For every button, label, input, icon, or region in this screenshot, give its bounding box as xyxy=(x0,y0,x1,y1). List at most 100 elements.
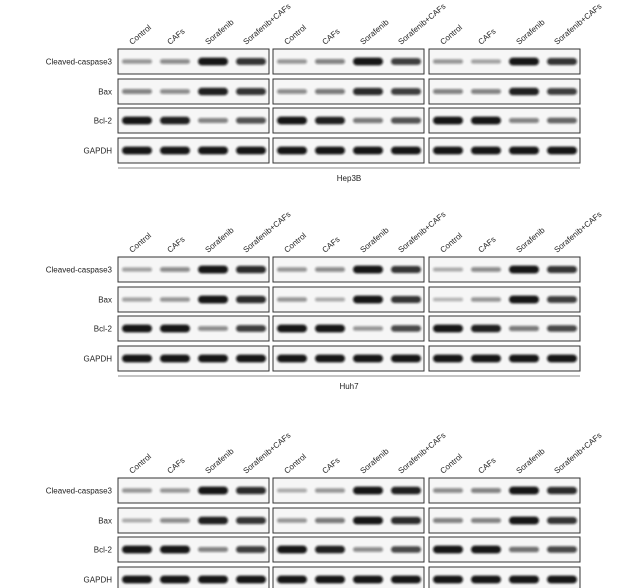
protein-label: GAPDH xyxy=(84,355,113,364)
band xyxy=(160,59,190,64)
band xyxy=(433,116,463,125)
band xyxy=(315,517,345,524)
band xyxy=(353,117,383,124)
band xyxy=(471,354,501,363)
lane-label: Sorafenib xyxy=(515,17,547,46)
band xyxy=(198,118,228,123)
band xyxy=(315,146,345,155)
band xyxy=(509,325,539,332)
band xyxy=(236,354,266,363)
band xyxy=(277,89,307,94)
band xyxy=(509,118,539,123)
lane-label: Sorafenib xyxy=(204,446,236,475)
band xyxy=(509,87,539,96)
band xyxy=(391,58,421,65)
band xyxy=(277,59,307,64)
band xyxy=(236,325,266,332)
protein-label: Bax xyxy=(98,88,112,97)
band xyxy=(547,354,577,363)
band xyxy=(433,488,463,493)
band xyxy=(509,146,539,155)
band xyxy=(122,518,152,523)
band xyxy=(509,265,539,274)
band xyxy=(353,516,383,525)
lane-label: Control xyxy=(439,452,465,476)
band xyxy=(391,266,421,273)
band xyxy=(122,89,152,94)
lane-label: Control xyxy=(283,452,309,476)
band xyxy=(391,354,421,363)
band xyxy=(277,116,307,125)
band xyxy=(433,297,463,302)
band xyxy=(198,326,228,331)
band xyxy=(547,88,577,95)
band xyxy=(277,575,307,584)
band xyxy=(433,354,463,363)
lane-label: CAFs xyxy=(321,235,342,255)
band xyxy=(547,546,577,553)
lane-label: Control xyxy=(128,231,154,255)
lane-label: CAFs xyxy=(477,456,498,476)
band xyxy=(236,88,266,95)
cell-line-label: Hep3B xyxy=(337,174,361,183)
band xyxy=(315,297,345,302)
lane-label: Sorafenib xyxy=(204,225,236,254)
lane-label: Sorafenib+CAFs xyxy=(553,431,604,476)
band xyxy=(122,297,152,302)
band xyxy=(198,486,228,495)
band xyxy=(547,117,577,124)
band xyxy=(509,354,539,363)
band xyxy=(391,575,421,584)
lane-label: CAFs xyxy=(477,27,498,47)
band xyxy=(236,486,266,495)
band xyxy=(236,146,266,155)
band xyxy=(471,324,501,333)
lane-label: CAFs xyxy=(166,456,187,476)
band xyxy=(122,354,152,363)
band xyxy=(547,325,577,332)
band xyxy=(471,267,501,272)
band xyxy=(353,146,383,155)
blot-strip xyxy=(117,566,270,588)
protein-label: GAPDH xyxy=(84,576,113,585)
band xyxy=(353,575,383,584)
band xyxy=(122,545,152,554)
lane-label: CAFs xyxy=(166,27,187,47)
lane-label: Sorafenib xyxy=(204,17,236,46)
band xyxy=(509,575,539,584)
band xyxy=(198,516,228,525)
band xyxy=(236,295,266,304)
lane-label: CAFs xyxy=(321,27,342,47)
band xyxy=(391,88,421,95)
lane-label: Control xyxy=(283,231,309,255)
band xyxy=(471,518,501,523)
band xyxy=(198,87,228,96)
band xyxy=(122,575,152,584)
band xyxy=(315,267,345,272)
band xyxy=(198,295,228,304)
band xyxy=(433,575,463,584)
band xyxy=(471,59,501,64)
band xyxy=(236,58,266,65)
band xyxy=(509,57,539,66)
blot-strip xyxy=(272,566,425,588)
band xyxy=(277,324,307,333)
band xyxy=(471,488,501,493)
band xyxy=(315,545,345,554)
band xyxy=(160,354,190,363)
band xyxy=(547,517,577,524)
blot-strip xyxy=(428,566,581,588)
band xyxy=(433,59,463,64)
band xyxy=(471,116,501,125)
lane-label: Control xyxy=(128,23,154,47)
band xyxy=(198,57,228,66)
band xyxy=(122,146,152,155)
lane-label: Sorafenib+CAFs xyxy=(553,2,604,47)
band xyxy=(277,297,307,302)
band xyxy=(160,297,190,302)
lane-label: Sorafenib xyxy=(359,17,391,46)
band xyxy=(277,545,307,554)
band xyxy=(198,547,228,552)
lane-label: CAFs xyxy=(477,235,498,255)
